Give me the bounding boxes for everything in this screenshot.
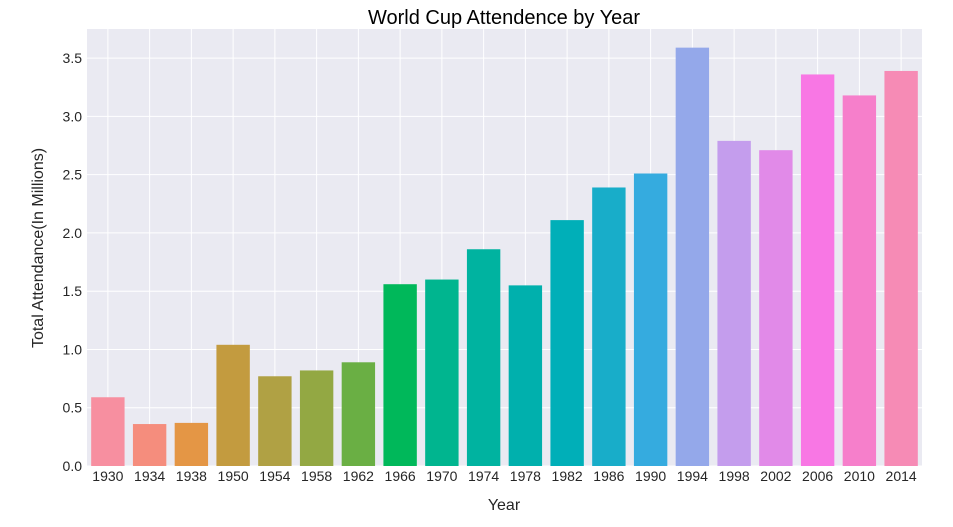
y-tick-labels: 0.0 0.5 1.0 1.5 2.0 2.5 3.0 3.5 [63, 50, 83, 474]
bars [91, 47, 918, 467]
y-tick-label: 2.5 [63, 167, 83, 183]
bar-2010 [842, 95, 877, 466]
bar-1982 [550, 220, 584, 466]
bar-1962 [341, 362, 376, 466]
x-tick-label: 1930 [92, 468, 123, 484]
x-tick-label: 1954 [259, 468, 290, 484]
bar-1958 [299, 370, 334, 466]
bar-1978 [508, 285, 543, 466]
y-tick-label: 0.5 [63, 400, 83, 416]
x-tick-label: 1978 [510, 468, 541, 484]
x-tick-label: 2014 [886, 468, 917, 484]
x-tick-label: 1994 [677, 468, 708, 484]
bar-1938 [174, 422, 209, 466]
x-tick-label: 1982 [552, 468, 583, 484]
y-tick-label: 3.0 [63, 108, 83, 124]
x-tick-label: 2002 [760, 468, 791, 484]
bar-2014 [884, 70, 918, 467]
bar-2002 [759, 150, 793, 466]
y-tick-label: 1.5 [63, 283, 83, 299]
y-axis-label: Total Attendance(In Millions) [30, 148, 47, 348]
x-tick-label: 1974 [468, 468, 499, 484]
x-tick-label: 1998 [719, 468, 750, 484]
x-tick-label: 1958 [301, 468, 332, 484]
x-tick-label: 1962 [343, 468, 374, 484]
x-tick-label: 1990 [635, 468, 666, 484]
chart-title: World Cup Attendence by Year [368, 7, 640, 29]
y-tick-label: 0.0 [63, 458, 83, 474]
bar-1990 [633, 173, 668, 466]
x-tick-label: 1970 [426, 468, 457, 484]
bar-1974 [466, 249, 501, 466]
bar-1998 [717, 140, 751, 466]
x-tick-labels: 1930 1934 1938 1950 1954 1958 1962 1966 1970 1974… [92, 468, 917, 484]
x-tick-label: 1934 [134, 468, 165, 484]
bar-1934 [132, 424, 167, 466]
y-tick-label: 2.0 [63, 225, 83, 241]
x-tick-label: 1986 [593, 468, 624, 484]
x-axis-label: Year [488, 497, 521, 514]
bar-2006 [800, 74, 835, 466]
x-tick-label: 1966 [385, 468, 416, 484]
x-tick-label: 1938 [176, 468, 207, 484]
y-tick-label: 3.5 [63, 50, 83, 66]
x-tick-label: 1950 [218, 468, 249, 484]
x-tick-label: 2006 [802, 468, 833, 484]
x-tick-label: 2010 [844, 468, 875, 484]
bar-1970 [425, 279, 459, 466]
plot-background [87, 29, 922, 466]
bar-1930 [91, 397, 125, 466]
bar-1966 [383, 284, 417, 466]
bar-1950 [216, 344, 250, 466]
bar-1994 [675, 47, 710, 467]
bar-1986 [592, 187, 626, 466]
bar-1954 [258, 376, 292, 466]
y-tick-label: 1.0 [63, 341, 83, 357]
